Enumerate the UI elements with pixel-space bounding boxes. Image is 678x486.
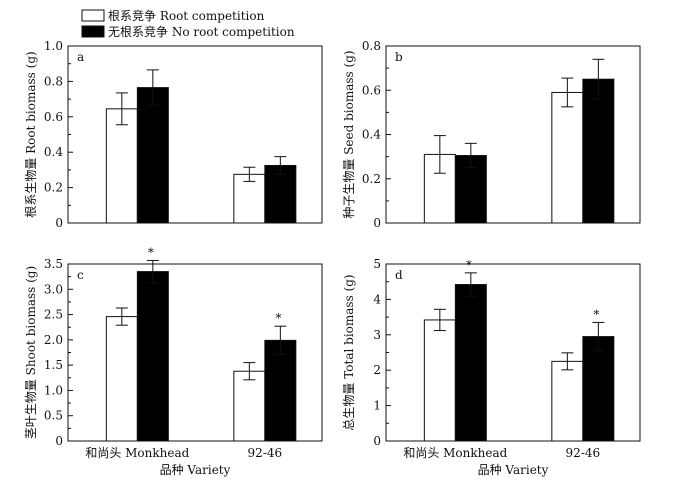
bar <box>233 173 266 224</box>
y-tick-label: 0.4 <box>44 145 63 159</box>
x-axis-label: 品种 Variety <box>478 463 549 477</box>
panel-letter: d <box>395 268 403 282</box>
y-tick-label: 3.0 <box>44 282 63 296</box>
significance-mark: * <box>148 245 154 259</box>
y-tick-label: 0.6 <box>44 110 63 124</box>
y-tick-label: 1.5 <box>44 358 63 372</box>
bar <box>551 360 584 442</box>
bar <box>582 78 615 224</box>
panel-d: 0 1 2 3 4 5d 总生物量 Total biomass (g) * * 和尚头 Monkh… <box>342 257 641 477</box>
bar <box>423 319 456 442</box>
y-tick-label: 0.8 <box>362 39 381 53</box>
y-tick-label: 2.5 <box>44 308 63 322</box>
panel-letter: a <box>77 50 84 64</box>
significance-mark: * <box>275 311 281 325</box>
y-tick-label: 2.0 <box>44 333 63 347</box>
legend: 根系竞争 Root competition 无根系竞争 No root comp… <box>81 9 295 39</box>
x-tick-label: 92-46 <box>566 446 601 460</box>
panel-letter: c <box>77 268 84 282</box>
panel-letter: b <box>395 50 403 64</box>
bar <box>582 336 615 442</box>
legend-swatch-root-competition <box>81 9 105 22</box>
bar <box>105 316 138 442</box>
y-tick-label: 5 <box>373 257 381 271</box>
y-tick-label: 0.8 <box>44 74 63 88</box>
x-tick-label: 92-46 <box>248 446 283 460</box>
y-tick-label: 0.4 <box>362 128 381 142</box>
bar <box>136 271 169 442</box>
y-tick-label: 2 <box>373 363 381 377</box>
bar <box>136 87 169 224</box>
y-axis-label: 总生物量 Total biomass (g) <box>342 274 356 430</box>
y-tick-label: 0 <box>55 216 63 230</box>
bar <box>551 91 584 224</box>
bar <box>264 164 297 224</box>
y-tick-label: 0.2 <box>44 181 63 195</box>
bar <box>454 284 487 442</box>
significance-mark: * <box>593 307 599 321</box>
y-tick-label: 0 <box>55 434 63 448</box>
y-axis-label: 种子生物量 Seed biomass (g) <box>342 50 356 218</box>
bar <box>233 370 266 442</box>
y-tick-label: 3 <box>373 328 381 342</box>
legend-swatch-no-root-competition <box>81 25 105 38</box>
panel-b: 0 0.2 0.4 0.6 0.8 b 种子生物量 Seed biomass (g) <box>342 39 641 230</box>
panel-c: 0 0.5 1.0 1.5 2.0 2.5 3.0 3.5 c 茎叶生物量 Shoot bioma… <box>24 245 323 477</box>
y-tick-label: 0 <box>373 216 381 230</box>
bar <box>264 339 297 442</box>
y-tick-label: 0.2 <box>362 172 381 186</box>
x-tick-label: 和尚头 Monkhead <box>85 446 189 460</box>
x-axis-label: 品种 Variety <box>160 463 231 477</box>
y-tick-label: 4 <box>373 292 381 306</box>
y-tick-label: 3.5 <box>44 257 63 271</box>
legend-label-no-root-competition: 无根系竞争 No root competition <box>108 25 295 39</box>
y-tick-label: 0.5 <box>44 409 63 423</box>
y-tick-label: 1 <box>373 399 381 413</box>
y-tick-label: 0 <box>373 434 381 448</box>
y-tick-label: 1.0 <box>44 39 63 53</box>
legend-label-root-competition: 根系竞争 Root competition <box>108 9 265 23</box>
panel-a: 0 0.2 0.4 0.6 0.8 1.0 a 根系生物量 Root biomass (g) <box>24 39 323 230</box>
y-tick-label: 0.6 <box>362 83 381 97</box>
y-axis-label: 根系生物量 Root biomass (g) <box>24 51 38 217</box>
x-tick-label: 和尚头 Monkhead <box>403 446 507 460</box>
y-axis-label: 茎叶生物量 Shoot biomass (g) <box>24 266 38 439</box>
y-tick-label: 1.0 <box>44 383 63 397</box>
significance-mark: * <box>466 258 472 272</box>
bar <box>105 108 138 224</box>
